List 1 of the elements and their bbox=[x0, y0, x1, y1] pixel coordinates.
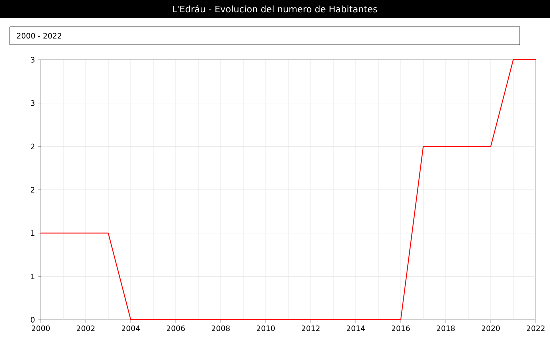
chart-title: L'Edráu - Evolucion del numero de Habitantes bbox=[173, 5, 378, 13]
